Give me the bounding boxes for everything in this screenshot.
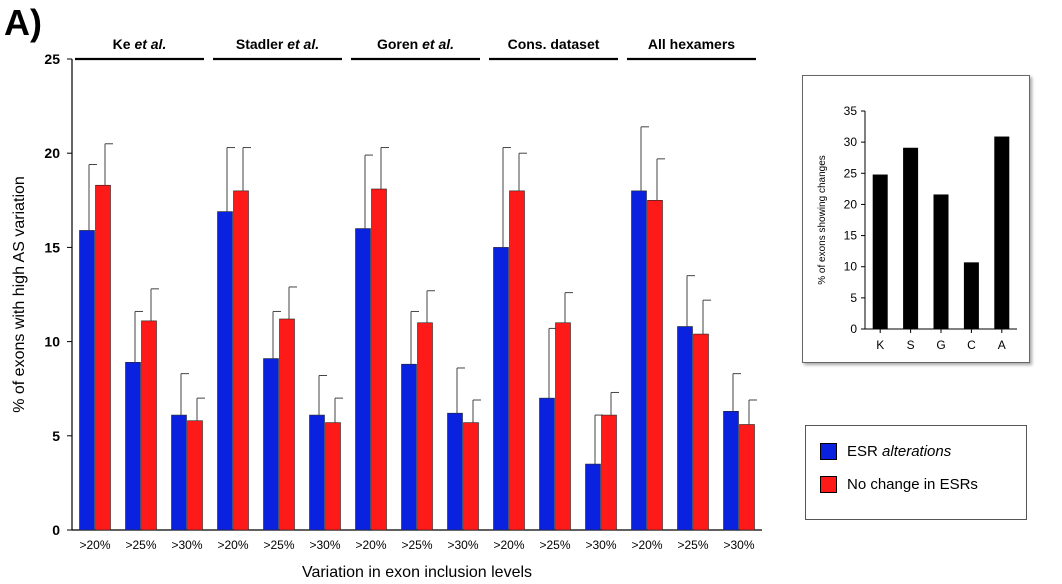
bar-esr-alterations [217,211,233,531]
inset-y-axis-label: % of exons showing changes [817,155,828,285]
group-label: Goren et al. [377,36,454,52]
inset-x-tick-label: C [967,338,976,352]
panel-label: A) [4,2,42,43]
inset-x-tick-label: S [907,338,915,352]
x-tick-label: >30% [723,538,754,552]
inset-chart-frame: 0 5 10 15 20 25 30 35 K S G C A % of exons showing ch… [802,75,1030,363]
x-tick-label: >30% [447,538,478,552]
inset-y-tick-label: 25 [844,166,858,180]
bar-no-change [95,184,111,531]
inset-y-tick-label: 5 [850,291,857,305]
legend-label-blue: ESR alterations [847,443,952,460]
inset-y-tick-label: 15 [844,229,858,243]
bar-no-change [555,322,571,531]
y-tick-label: 10 [44,334,60,350]
bar-esr-alterations [171,414,187,531]
inset-bar [903,147,919,329]
bar-no-change [141,320,157,531]
x-tick-label: >20% [217,538,248,552]
y-tick-label: 5 [52,428,60,444]
bar-no-change [417,322,433,531]
bar-esr-alterations [263,358,279,531]
y-tick-label: 0 [52,522,60,538]
bar-no-change [509,190,525,531]
x-tick-label: >30% [585,538,616,552]
bar-no-change [463,422,479,531]
x-tick-label: >25% [677,538,708,552]
group-label: All hexamers [648,36,735,52]
inset-x-tick-label: K [876,338,884,352]
legend-item-blue: ESR alterations [820,443,951,460]
bar-esr-alterations [723,411,739,531]
inset-bar [994,136,1010,329]
bar-no-change [693,333,709,531]
bar-esr-alterations [677,326,693,531]
bar-no-change [371,188,387,531]
inset-chart: 0 5 10 15 20 25 30 35 K S G C A % of exons showing ch… [817,104,1017,352]
bar-no-change [647,200,663,531]
inset-bar [933,194,949,329]
bar-esr-alterations [401,363,417,531]
x-tick-label: >20% [355,538,386,552]
x-axis-label: Variation in exon inclusion levels [302,564,532,581]
bar-no-change [279,318,295,531]
main-chart: 0 5 10 15 20 25 >20% >25% >30% >20% >25% >30% >20% >2… [11,36,762,581]
inset-x-tick-label: G [936,338,945,352]
bar-esr-alterations [447,412,463,531]
group-label: Stadler et al. [236,36,319,52]
legend-label-red: No change in ESRs [847,476,978,493]
y-tick-label: 15 [44,239,60,255]
inset-y-tick-label: 30 [844,135,858,149]
y-axis-label: % of exons with high AS variation [11,176,28,413]
bar-esr-alterations [631,190,647,531]
legend: ESR alterations No change in ESRs [805,425,1027,520]
inset-y-tick-label: 20 [844,197,858,211]
x-tick-label: >30% [171,538,202,552]
bar-esr-alterations [539,397,555,531]
inset-y-tick-label: 10 [844,260,858,274]
bar-esr-alterations [309,414,325,531]
legend-item-red: No change in ESRs [820,476,978,493]
bar-no-change [187,420,203,531]
x-tick-label: >25% [401,538,432,552]
bar-esr-alterations [79,230,95,531]
bar-no-change [739,424,755,531]
y-tick-label: 20 [44,145,60,161]
bar-esr-alterations [585,463,601,531]
inset-bar [963,262,979,329]
x-tick-label: >25% [539,538,570,552]
group-label: Ke et al. [113,36,167,52]
bar-esr-alterations [355,228,371,531]
bar-no-change [601,414,617,531]
x-tick-label: >30% [309,538,340,552]
inset-y-tick-label: 0 [850,322,857,336]
inset-y-tick-label: 35 [844,104,858,118]
inset-x-tick-label: A [998,338,1006,352]
x-tick-label: >25% [125,538,156,552]
legend-swatch-blue [820,443,837,460]
x-tick-label: >20% [79,538,110,552]
bar-esr-alterations [493,247,509,531]
inset-bar [872,174,888,329]
y-tick-label: 25 [44,51,60,67]
bar-esr-alterations [125,362,141,531]
bar-no-change [233,190,249,531]
bar-no-change [325,422,341,531]
x-tick-label: >20% [631,538,662,552]
x-tick-label: >25% [263,538,294,552]
group-label: Cons. dataset [508,36,600,52]
x-tick-label: >20% [493,538,524,552]
legend-swatch-red [820,476,837,493]
